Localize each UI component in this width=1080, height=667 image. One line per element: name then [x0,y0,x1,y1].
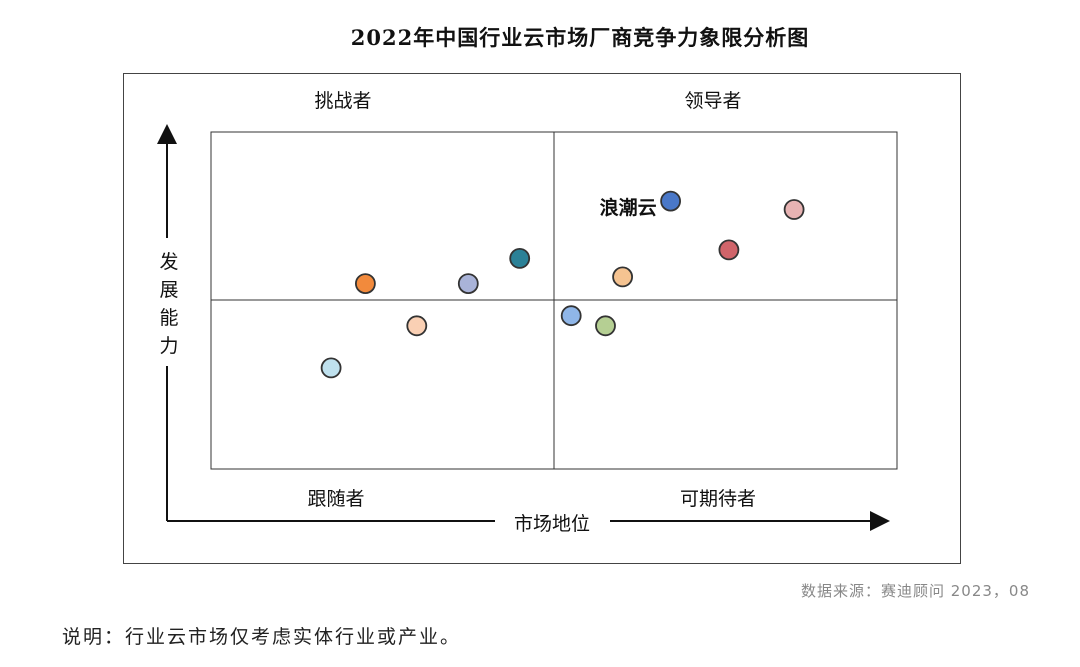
quadrant-label-challenger: 挑战者 [314,90,371,112]
data-point-2 [783,199,805,220]
chart-frame [123,73,961,564]
data-point-8 [560,305,582,327]
quadrant-label-follower: 跟随者 [307,488,364,510]
data-point-9 [595,315,616,337]
data-point-6 [457,273,479,295]
data-point-1 [660,190,681,212]
data-point-label: 浪潮云 [600,196,657,219]
quadrant-grid [210,131,898,470]
data-point-7 [354,273,376,295]
note-text: 说明：行业云市场仅考虑实体行业或产业。 [62,626,462,648]
y-axis-label-char: 展 [159,279,178,301]
x-axis-label: 市场地位 [514,513,590,535]
data-point-4 [612,266,633,288]
y-axis-label-char: 力 [159,335,178,357]
data-points: 浪潮云 [320,190,805,379]
quadrant-label-promising: 可期待者 [680,488,756,510]
data-point-5 [509,247,531,269]
quadrant-label-leader: 领导者 [684,90,741,112]
y-axis-label-char: 发 [159,251,178,273]
data-point-11 [320,357,342,379]
data-point-3 [718,239,740,261]
source-text: 数据来源：赛迪顾问 2023，08 [800,582,1030,600]
chart-title: 2022年中国行业云市场厂商竞争力象限分析图 [350,25,810,50]
data-point-10 [406,315,428,337]
y-axis-label-char: 能 [159,307,178,329]
